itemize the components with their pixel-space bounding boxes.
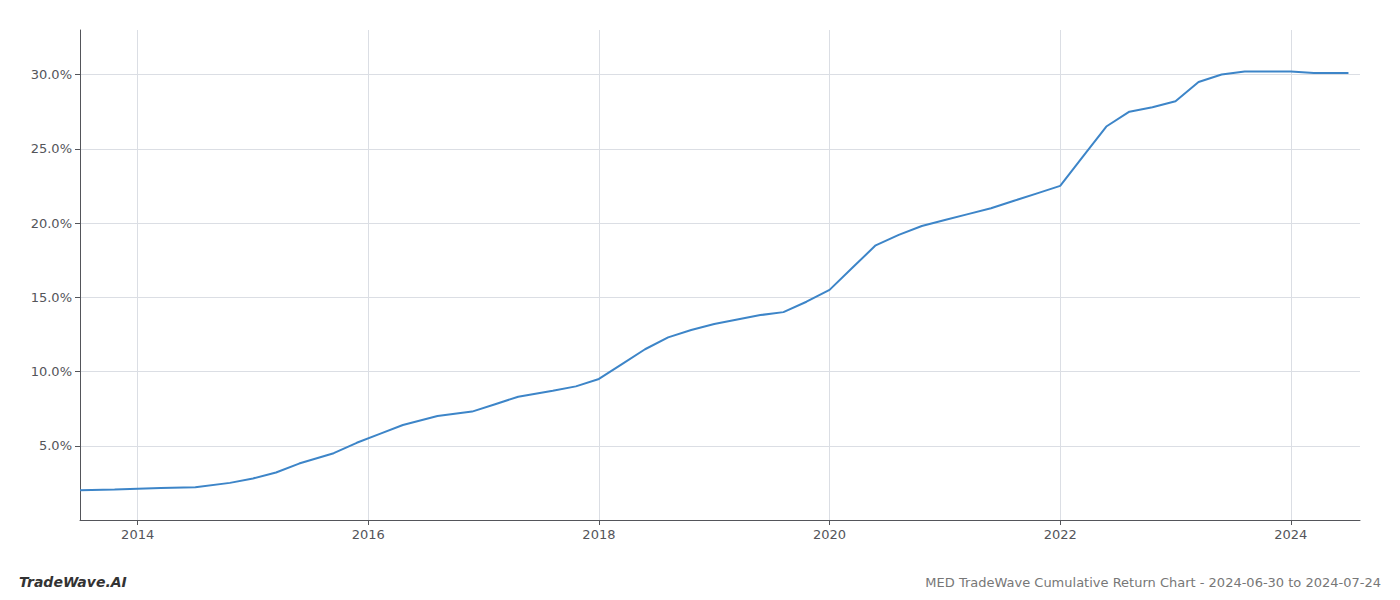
svg-text:2024: 2024 bbox=[1274, 527, 1307, 542]
svg-text:TradeWave.AI: TradeWave.AI bbox=[19, 574, 127, 590]
svg-text:20.0%: 20.0% bbox=[31, 216, 72, 231]
svg-text:30.0%: 30.0% bbox=[31, 67, 72, 82]
svg-text:10.0%: 10.0% bbox=[31, 364, 72, 379]
svg-text:2022: 2022 bbox=[1044, 527, 1077, 542]
svg-text:2016: 2016 bbox=[352, 527, 385, 542]
svg-text:MED TradeWave Cumulative Retur: MED TradeWave Cumulative Return Chart - … bbox=[925, 575, 1381, 590]
svg-text:5.0%: 5.0% bbox=[39, 438, 72, 453]
svg-text:25.0%: 25.0% bbox=[31, 141, 72, 156]
svg-text:2014: 2014 bbox=[121, 527, 154, 542]
svg-text:15.0%: 15.0% bbox=[31, 290, 72, 305]
svg-text:2020: 2020 bbox=[813, 527, 846, 542]
svg-text:2018: 2018 bbox=[582, 527, 615, 542]
